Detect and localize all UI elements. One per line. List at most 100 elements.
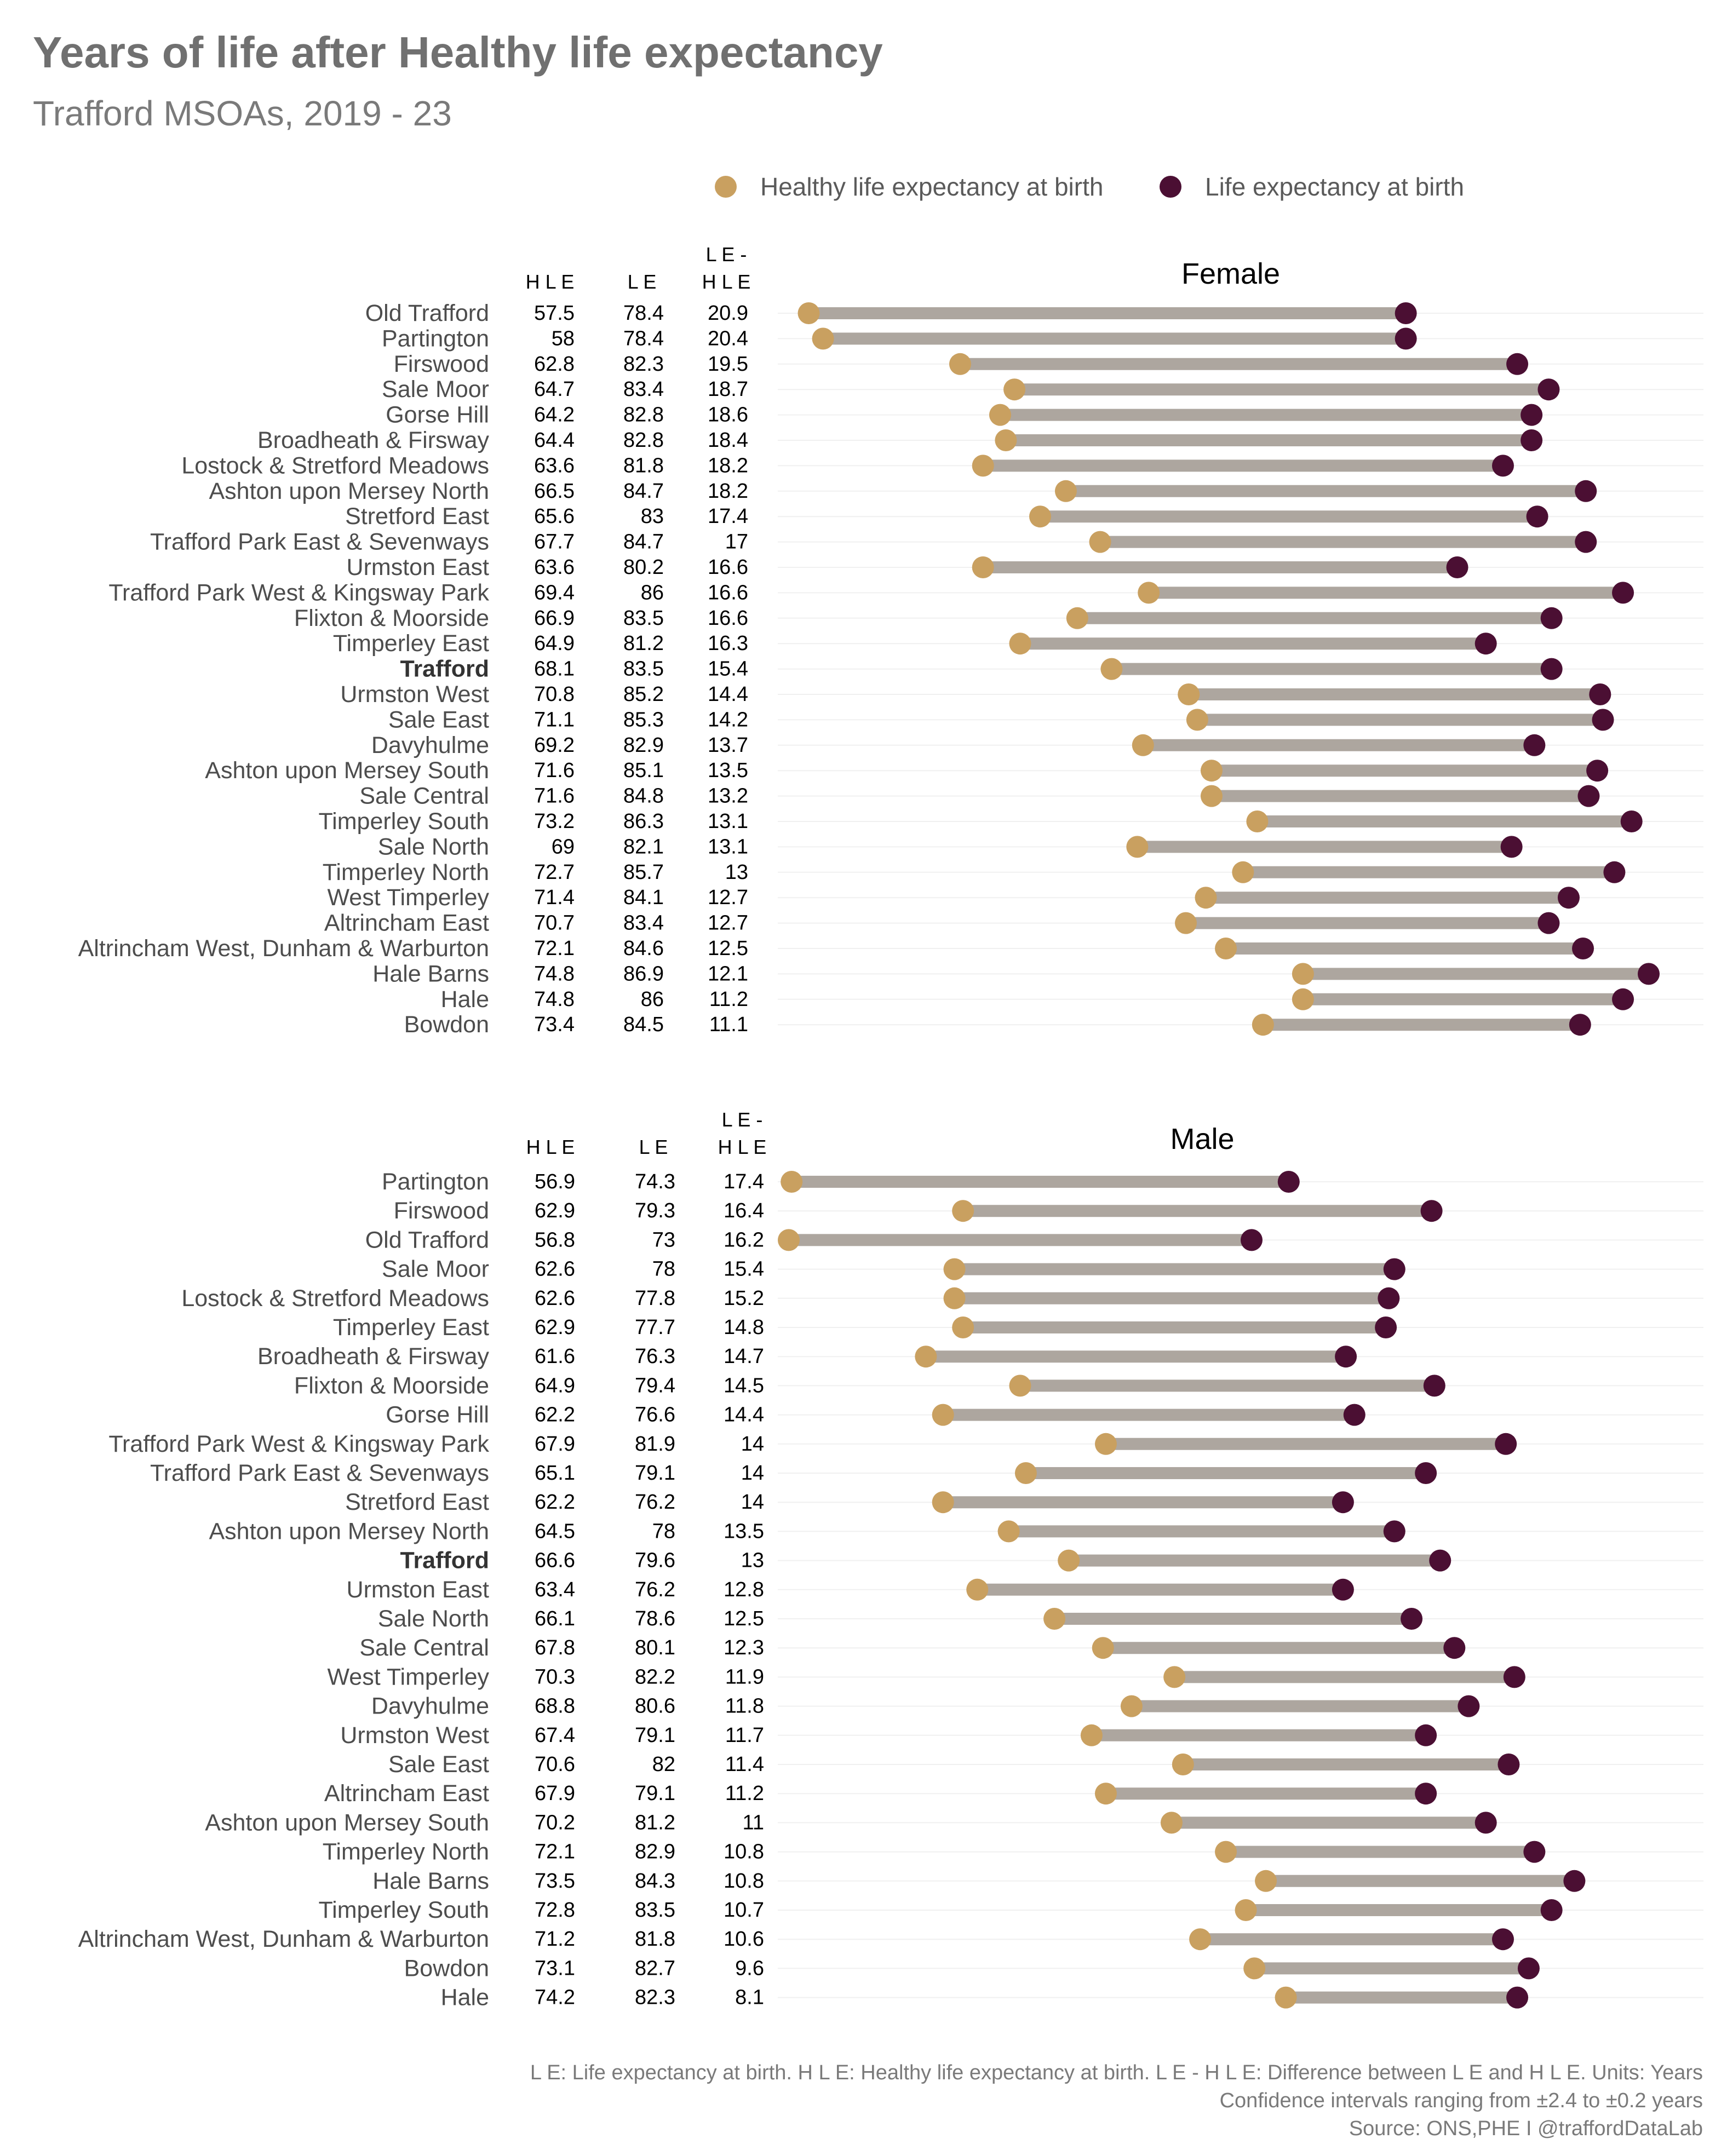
hle-value: 64.4	[534, 429, 575, 452]
le-point	[1491, 1928, 1514, 1951]
diff-value: 16.6	[708, 581, 748, 604]
hle-value: 58	[552, 327, 575, 350]
diff-value: 14.8	[724, 1316, 764, 1339]
row-label: Ashton upon Mersey South	[205, 1809, 489, 1836]
diff-value: 13	[725, 861, 748, 884]
le-value: 83.5	[623, 658, 664, 681]
hle-value: 74.8	[534, 988, 575, 1011]
column-header-le: L E	[628, 271, 657, 293]
diff-value: 14.4	[708, 683, 748, 706]
hle-point	[1092, 1637, 1114, 1659]
chart-title: Years of life after Healthy life expecta…	[33, 28, 883, 77]
hle-point	[1235, 1899, 1257, 1921]
le-value: 78.4	[623, 327, 664, 350]
le-value: 76.3	[635, 1345, 675, 1368]
le-point	[1540, 1899, 1563, 1921]
diff-value: 15.2	[724, 1287, 764, 1310]
hle-value: 74.2	[535, 1986, 575, 2009]
diff-value: 11.9	[725, 1665, 764, 1688]
row-label: Sale East	[388, 1751, 489, 1778]
le-point	[1474, 1812, 1497, 1834]
hle-point	[1178, 683, 1200, 705]
le-value: 83.5	[623, 607, 664, 630]
hle-point	[1292, 963, 1314, 985]
le-value: 78	[652, 1520, 675, 1543]
diff-value: 12.7	[708, 886, 748, 909]
row-label: Trafford	[400, 1548, 489, 1574]
le-value: 80.2	[623, 556, 664, 579]
row-label: Lostock & Stretford Meadows	[181, 452, 489, 479]
diff-value: 14	[741, 1433, 764, 1456]
diff-value: 8.1	[735, 1986, 764, 2009]
hle-point	[995, 429, 1017, 451]
le-point	[1521, 429, 1543, 451]
legend-hle-label: Healthy life expectancy at birth	[760, 173, 1103, 201]
row-label: Altrincham West, Dunham & Warburton	[78, 1926, 489, 1952]
hle-value: 63.4	[535, 1578, 575, 1601]
le-point	[1375, 1316, 1397, 1338]
diff-value: 16.6	[708, 556, 748, 579]
diff-value: 19.5	[708, 353, 748, 376]
row-label: Bowdon	[404, 1011, 489, 1038]
le-value: 83.4	[623, 912, 664, 935]
hle-value: 71.4	[534, 886, 575, 909]
row-label: Broadheath & Firsway	[257, 427, 490, 453]
hle-point	[1043, 1608, 1066, 1630]
hle-point	[952, 1316, 974, 1338]
hle-value: 67.7	[534, 531, 575, 554]
le-value: 73	[652, 1228, 675, 1251]
hle-point	[1255, 1870, 1277, 1892]
hle-point	[797, 302, 820, 324]
row-label: Altrincham East	[324, 1780, 489, 1807]
hle-value: 72.7	[534, 861, 575, 884]
row-label: Hale	[441, 1985, 489, 2011]
le-value: 79.4	[635, 1374, 675, 1397]
diff-value: 11.2	[725, 1782, 764, 1805]
le-value: 78.4	[623, 302, 664, 325]
hle-value: 73.1	[535, 1957, 575, 1980]
hle-point	[1163, 1666, 1186, 1688]
row-label: Timperley North	[323, 1839, 489, 1865]
row-label: Trafford Park West & Kingsway Park	[108, 1431, 489, 1457]
hle-value: 72.8	[535, 1899, 575, 1922]
diff-value: 11.8	[725, 1695, 764, 1718]
hle-value: 70.3	[535, 1665, 575, 1688]
hle-value: 62.6	[535, 1287, 575, 1310]
hle-point	[1054, 480, 1077, 502]
le-value: 85.7	[623, 861, 664, 884]
hle-point	[1275, 1986, 1297, 2009]
le-point	[1526, 505, 1548, 528]
hle-point	[1100, 658, 1123, 680]
hle-point	[781, 1171, 803, 1193]
diff-value: 17	[725, 531, 748, 554]
diff-value: 13.2	[708, 785, 748, 808]
le-point	[1446, 556, 1468, 578]
hle-value: 56.8	[535, 1228, 575, 1251]
le-value: 76.2	[635, 1491, 675, 1514]
le-value: 85.1	[623, 759, 664, 782]
hle-point	[1126, 836, 1149, 858]
row-label: Partington	[382, 1169, 489, 1195]
row-label: Sale North	[378, 1606, 489, 1632]
le-point	[1495, 1433, 1517, 1455]
hle-point	[1200, 785, 1223, 807]
hle-value: 68.1	[534, 658, 575, 681]
le-point	[1569, 1014, 1591, 1036]
hle-value: 71.6	[534, 785, 575, 808]
le-point	[1523, 734, 1546, 756]
diff-value: 13.1	[708, 810, 748, 833]
le-point	[1638, 963, 1660, 985]
hle-value: 57.5	[534, 302, 575, 325]
row-label: West Timperley	[328, 884, 490, 911]
row-label: Sale Moor	[382, 376, 489, 403]
le-value: 82	[652, 1753, 675, 1776]
diff-value: 12.1	[708, 962, 748, 985]
hle-point	[1232, 861, 1254, 883]
hle-value: 62.2	[535, 1404, 575, 1427]
le-point	[1503, 1666, 1525, 1688]
row-label: Timperley South	[319, 808, 489, 835]
le-point	[1415, 1462, 1437, 1484]
hle-point	[1200, 760, 1223, 782]
diff-value: 12.8	[724, 1578, 764, 1601]
diff-value: 18.2	[708, 454, 748, 477]
